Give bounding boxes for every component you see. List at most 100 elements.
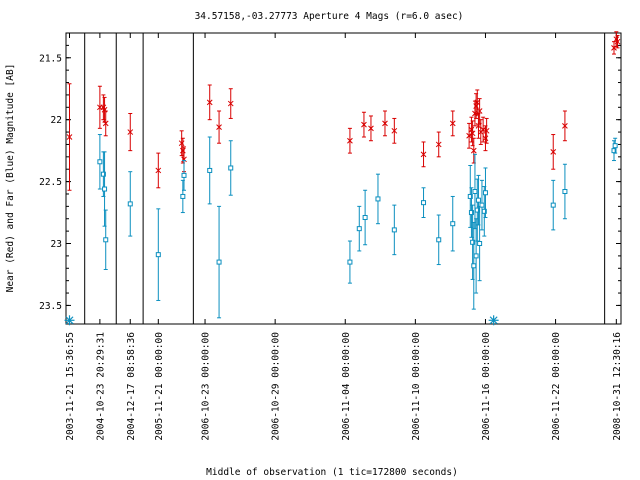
- segment-breaks: [84, 33, 606, 324]
- square-marker: [421, 200, 427, 206]
- x-marker: [614, 38, 621, 45]
- blue-data-point: [467, 164, 473, 228]
- blue-data-point: [207, 136, 213, 205]
- x-tick-label: 2008-10-31 12:30:16: [612, 332, 623, 441]
- asterisk-stroke: [489, 316, 498, 325]
- square-marker: [450, 221, 456, 227]
- red-data-point: [155, 152, 162, 189]
- red-data-point: [368, 115, 374, 142]
- red-data-point: [102, 110, 109, 137]
- square-marker: [550, 202, 556, 208]
- blue-data-point: [473, 218, 479, 294]
- x-marker: [127, 129, 134, 135]
- series-group: [66, 31, 621, 191]
- x-marker: [206, 99, 213, 106]
- x-marker: [470, 147, 477, 154]
- red-data-point: [420, 141, 427, 168]
- x-tick-label: 2005-11-21 00:00:00: [154, 332, 165, 441]
- x-marker: [361, 121, 367, 128]
- limit-markers: [64, 315, 499, 326]
- x-marker: [480, 126, 486, 133]
- x-marker: [474, 99, 481, 106]
- red-data-point: [127, 112, 134, 152]
- x-marker: [449, 120, 456, 127]
- y-axis-ticks: 21.5 22 22.5 23 23.5: [39, 44, 621, 312]
- square-marker: [473, 253, 479, 259]
- x-marker: [66, 134, 73, 140]
- square-marker: [477, 241, 483, 247]
- x-tick-label: 2006-11-16 00:00:00: [481, 332, 492, 441]
- red-data-point: [474, 89, 481, 116]
- blue-data-point: [127, 171, 133, 237]
- square-marker: [181, 172, 187, 178]
- blue-data-point: [421, 187, 427, 219]
- y-tick-label: 23.5: [39, 301, 62, 312]
- blue-data-point: [155, 208, 161, 301]
- y-tick-label: 21.5: [39, 53, 62, 64]
- square-marker: [436, 237, 442, 243]
- y-tick-label: 22.5: [39, 177, 62, 188]
- x-tick-label: 2006-10-29 00:00:00: [271, 332, 282, 441]
- x-tick-label: 2003-11-21 15:36:55: [65, 332, 76, 441]
- blue-data-point: [228, 140, 234, 196]
- square-marker: [127, 201, 133, 207]
- red-data-point: [227, 88, 234, 119]
- blue-data-point: [347, 240, 353, 284]
- x-marker: [227, 100, 234, 107]
- square-marker: [356, 226, 362, 232]
- x-tick-label: 2006-11-22 00:00:00: [551, 332, 562, 441]
- x-marker: [435, 141, 442, 148]
- x-marker: [475, 123, 482, 129]
- series-group: [97, 134, 618, 319]
- red-data-point: [216, 110, 222, 144]
- red-data-point: [382, 110, 388, 137]
- x-marker: [476, 108, 483, 114]
- x-marker: [102, 120, 109, 127]
- x-tick-label: 2006-11-10 00:00:00: [411, 332, 422, 441]
- asterisk-stroke: [65, 316, 74, 325]
- blue-data-point: [450, 195, 456, 252]
- x-marker: [382, 120, 388, 127]
- square-marker: [481, 208, 487, 214]
- square-marker: [362, 215, 368, 221]
- blue-data-point: [550, 179, 556, 231]
- x-marker: [391, 127, 398, 134]
- blue-data-point: [180, 179, 186, 214]
- x-marker: [469, 130, 476, 137]
- x-marker: [550, 149, 557, 155]
- square-marker: [467, 193, 473, 199]
- red-data-point: [100, 94, 107, 121]
- x-marker: [155, 167, 162, 174]
- square-marker: [347, 259, 353, 265]
- red-data-point: [66, 83, 73, 191]
- red-data-point: [101, 96, 108, 123]
- x-tick-label: 2006-11-04 00:00:00: [341, 332, 352, 441]
- blue-data-point: [362, 189, 368, 246]
- red-data-point: [614, 34, 621, 49]
- square-marker: [472, 189, 478, 195]
- x-marker: [466, 132, 472, 139]
- red-data-point: [470, 137, 477, 164]
- blue-data-point: [356, 205, 362, 252]
- square-marker: [180, 193, 186, 199]
- blue-data-point: [391, 204, 397, 256]
- blue-data-point: [482, 167, 488, 219]
- x-marker: [562, 123, 568, 129]
- plot-frame: [65, 32, 622, 325]
- square-marker: [471, 263, 477, 269]
- series-layer: [66, 31, 621, 319]
- red-data-point: [449, 110, 456, 137]
- blue-data-point: [375, 173, 381, 225]
- square-marker: [97, 159, 103, 165]
- x-marker: [216, 124, 222, 130]
- square-marker: [102, 186, 108, 192]
- x-marker: [420, 151, 427, 158]
- square-marker: [155, 252, 161, 258]
- x-tick-label: 2006-10-23 00:00:00: [201, 332, 212, 441]
- red-data-point: [480, 116, 486, 143]
- square-marker: [562, 189, 568, 195]
- red-data-point: [550, 134, 557, 170]
- red-data-point: [347, 127, 353, 154]
- square-marker: [375, 196, 381, 202]
- red-data-point: [613, 31, 620, 48]
